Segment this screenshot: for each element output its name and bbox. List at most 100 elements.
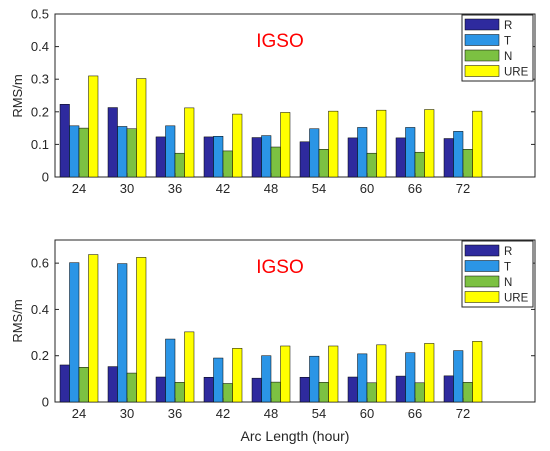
y-tick-label: 0 xyxy=(42,170,49,185)
legend-label-t: T xyxy=(504,36,511,48)
legend: RTN URE xyxy=(461,240,534,308)
bar-t-72 xyxy=(453,350,464,403)
y-tick-label: 0.1 xyxy=(31,137,49,152)
bar-n-24 xyxy=(78,127,89,178)
bar-t-42 xyxy=(213,136,224,178)
bar-ure-30 xyxy=(136,78,147,178)
bar-n-66 xyxy=(414,151,425,178)
bar-n-48 xyxy=(270,146,281,178)
bar-r-24 xyxy=(59,104,70,178)
bar-r-60 xyxy=(347,137,358,178)
legend-swatch-r xyxy=(464,244,500,257)
legend-label-n: N xyxy=(504,277,512,289)
x-tick-label: 36 xyxy=(168,406,182,421)
bar-n-72 xyxy=(462,382,473,403)
x-tick-label: 30 xyxy=(120,181,134,196)
bar-t-60 xyxy=(357,353,368,403)
bar-ure-48 xyxy=(280,345,291,403)
bar-ure-24 xyxy=(88,254,99,403)
bar-t-60 xyxy=(357,127,368,178)
legend-label-n: N xyxy=(504,51,512,63)
x-tick-label: 24 xyxy=(72,181,86,196)
chart-annotation: IGSO xyxy=(256,31,304,52)
x-tick-label: 66 xyxy=(408,181,422,196)
bar-n-30 xyxy=(126,372,137,403)
bar-t-48 xyxy=(261,355,272,403)
x-tick-label: 60 xyxy=(360,181,374,196)
bar-n-36 xyxy=(174,382,185,403)
bar-n-24 xyxy=(78,367,89,403)
bar-n-66 xyxy=(414,382,425,403)
legend-label-r: R xyxy=(504,20,512,32)
bar-r-30 xyxy=(107,107,118,178)
x-tick-label: 42 xyxy=(216,181,230,196)
bar-r-60 xyxy=(347,376,358,403)
x-tick-label: 72 xyxy=(456,181,470,196)
legend-label-ure: URE xyxy=(504,67,529,79)
x-tick-label: 30 xyxy=(120,406,134,421)
y-tick-label: 0.4 xyxy=(31,302,49,317)
y-axis-label: RMS/m xyxy=(10,299,25,342)
legend-swatch-ure xyxy=(464,65,500,77)
bar-t-66 xyxy=(405,352,416,403)
chart-panel-2: 24 30 36 42 48 54 60 66 72 0 0.2 0.4 0.6 RMS/m IGSO RTN… xyxy=(10,239,536,444)
bar-n-60 xyxy=(366,382,377,403)
legend-swatch-r xyxy=(464,18,500,31)
bar-ure-24 xyxy=(88,75,99,178)
bar-ure-36 xyxy=(184,331,195,403)
x-tick-label: 72 xyxy=(456,406,470,421)
bar-ure-54 xyxy=(328,110,339,178)
bar-ure-42 xyxy=(232,113,243,178)
bar-t-54 xyxy=(309,128,320,178)
legend-swatch-n xyxy=(464,275,500,288)
bar-n-48 xyxy=(270,381,281,403)
bar-ure-30 xyxy=(136,257,147,403)
y-tick-label: 0.5 xyxy=(31,7,49,22)
bar-ure-72 xyxy=(472,341,483,403)
x-axis-label: Arc Length (hour) xyxy=(241,428,350,444)
bar-ure-60 xyxy=(376,344,387,403)
bar-r-66 xyxy=(395,137,406,178)
bar-t-36 xyxy=(165,125,176,178)
bar-ure-36 xyxy=(184,107,195,178)
legend-swatch-t xyxy=(464,34,500,46)
bar-t-30 xyxy=(117,263,128,403)
chart-annotation: IGSO xyxy=(256,257,304,278)
x-tick-label: 60 xyxy=(360,406,374,421)
x-tick-label: 36 xyxy=(168,181,182,196)
bar-r-66 xyxy=(395,375,406,403)
x-tick-label: 54 xyxy=(312,406,326,421)
bar-n-36 xyxy=(174,152,185,178)
legend-swatch-n xyxy=(464,49,500,62)
x-tick-label: 54 xyxy=(312,181,326,196)
bar-t-36 xyxy=(165,338,176,403)
legend-swatch-ure xyxy=(464,291,500,303)
bar-r-48 xyxy=(251,377,262,403)
x-tick-label: 48 xyxy=(264,181,278,196)
bar-r-72 xyxy=(443,138,454,178)
bar-ure-54 xyxy=(328,345,339,403)
bar-ure-42 xyxy=(232,348,243,403)
x-tick-label: 48 xyxy=(264,406,278,421)
x-tick-label: 42 xyxy=(216,406,230,421)
bar-t-72 xyxy=(453,131,464,178)
bar-ure-48 xyxy=(280,112,291,178)
chart-panel-1: 24 30 36 42 48 54 60 66 72 0 0.1 0.2 0.3 0.4 0.5 RMS/m I… xyxy=(10,7,536,196)
bar-t-66 xyxy=(405,127,416,178)
legend-label-ure: URE xyxy=(504,293,529,305)
legend-swatch-t xyxy=(464,260,500,272)
x-tick-label: 24 xyxy=(72,406,86,421)
bar-r-72 xyxy=(443,375,454,403)
bar-ure-72 xyxy=(472,110,483,178)
bar-t-42 xyxy=(213,357,224,403)
legend-label-r: R xyxy=(504,246,512,258)
bar-r-24 xyxy=(59,364,70,403)
x-tick-label: 66 xyxy=(408,406,422,421)
bar-r-42 xyxy=(203,136,214,178)
bar-ure-66 xyxy=(424,343,435,403)
bar-ure-66 xyxy=(424,109,435,178)
y-tick-label: 0.2 xyxy=(31,104,49,119)
legend-label-t: T xyxy=(504,262,511,274)
bar-r-36 xyxy=(155,376,166,403)
